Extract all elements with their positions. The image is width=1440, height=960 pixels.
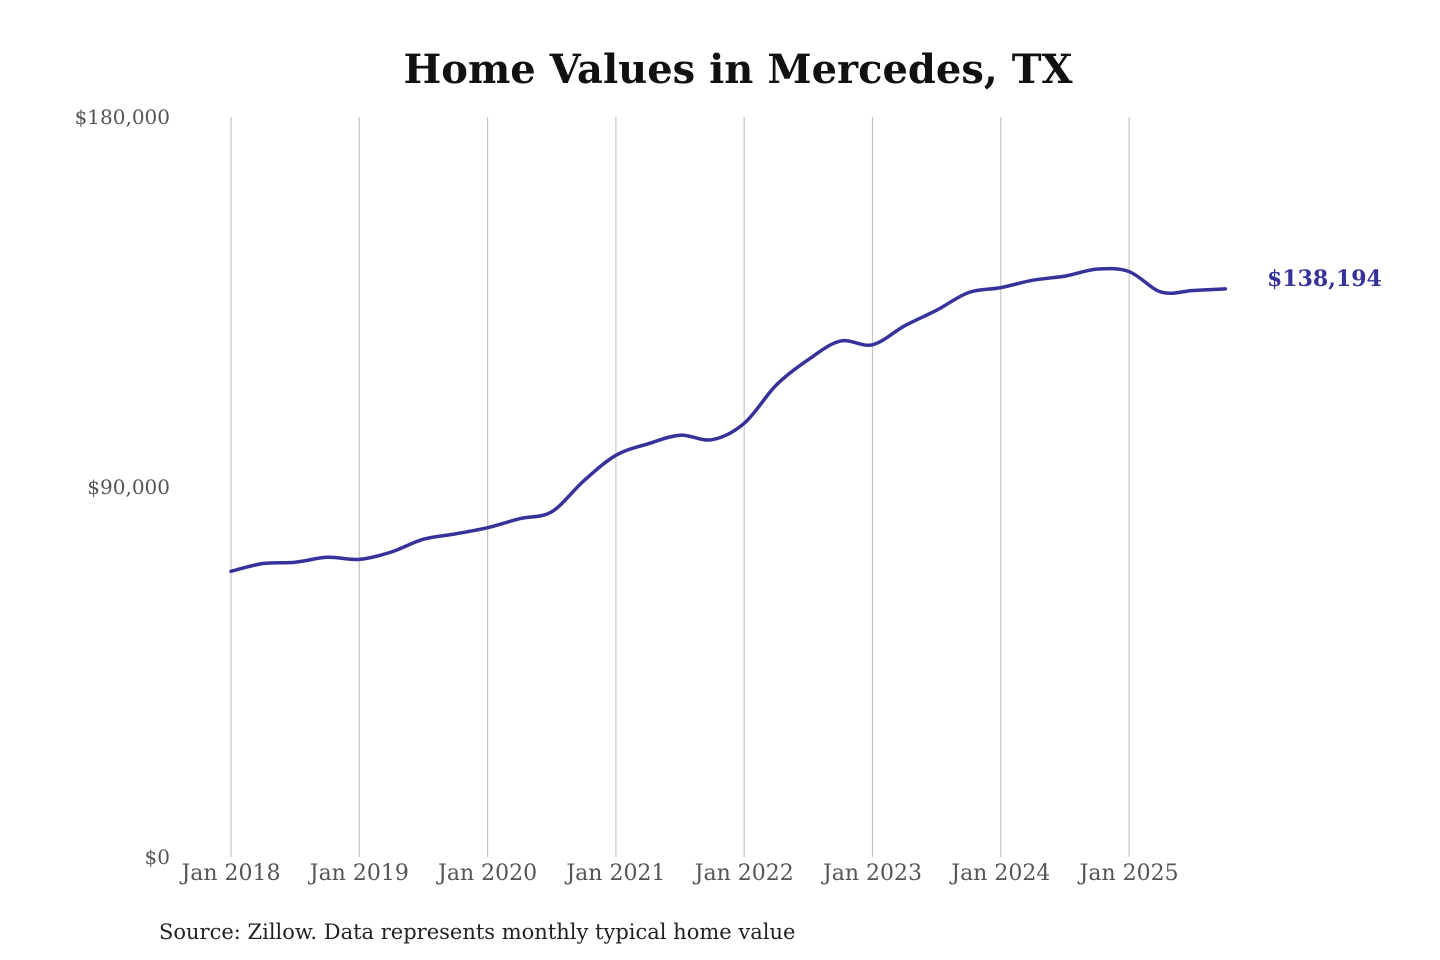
data-point-2018-04 [261,562,265,566]
data-point-2018-10 [325,555,329,559]
data-point-2021-01 [614,453,618,457]
y-axis: $0 $90,000 $180,000 [75,105,170,869]
data-point-2019-10 [454,532,458,536]
x-tick-label: Jan 2018 [179,861,280,886]
data-point-2020-01 [486,526,490,530]
data-point-2022-01 [742,421,746,425]
data-point-2024-10 [1095,267,1099,271]
data-point-2023-01 [871,343,875,347]
y-tick-label: $180,000 [75,105,170,129]
data-point-2024-01 [999,286,1003,290]
data-point-2023-07 [935,308,939,312]
data-point-2018-07 [293,560,297,564]
data-point-2025-04 [1159,290,1163,294]
data-point-2021-04 [646,442,650,446]
x-tick-label: Jan 2023 [821,861,922,886]
x-tick-label: Jan 2020 [436,861,537,886]
x-tick-label: Jan 2021 [564,861,665,886]
vertical-gridlines [230,117,1130,857]
data-point-2024-04 [1031,278,1035,282]
data-point-2018-01 [229,569,233,573]
data-point-2019-04 [389,550,393,554]
x-tick-label: Jan 2024 [949,861,1050,886]
data-point-2025-07 [1191,289,1195,293]
end-value-label: $138,194 [1267,266,1382,292]
x-axis: Jan 2018 Jan 2019 Jan 2020 Jan 2021 Jan 2022… [179,861,1178,886]
x-tick-label: Jan 2025 [1078,861,1179,886]
x-tick-label: Jan 2019 [308,861,409,886]
data-point-2019-07 [422,537,426,541]
data-point-2020-10 [582,479,586,483]
data-point-2022-04 [774,383,778,387]
data-point-2023-04 [903,324,907,328]
data-point-2023-10 [967,291,971,295]
data-point-2025-01 [1127,270,1131,274]
data-point-2021-10 [710,438,714,442]
x-tick-label: Jan 2022 [693,861,794,886]
data-point-2019-01 [357,557,361,561]
data-point-2021-07 [678,433,682,437]
source-note: Source: Zillow. Data represents monthly … [159,920,795,944]
y-tick-label: $90,000 [87,475,170,499]
home-value-line [229,266,1228,574]
data-point-2024-07 [1063,274,1067,278]
data-points [229,267,1227,573]
data-point-2022-10 [838,339,842,343]
data-point-2020-04 [518,517,522,521]
y-tick-label: $0 [145,845,170,869]
data-point-2025-10 [1223,287,1227,291]
chart-title: Home Values in Mercedes, TX [403,46,1072,93]
data-point-2020-07 [550,510,554,514]
data-point-2022-07 [806,358,810,362]
